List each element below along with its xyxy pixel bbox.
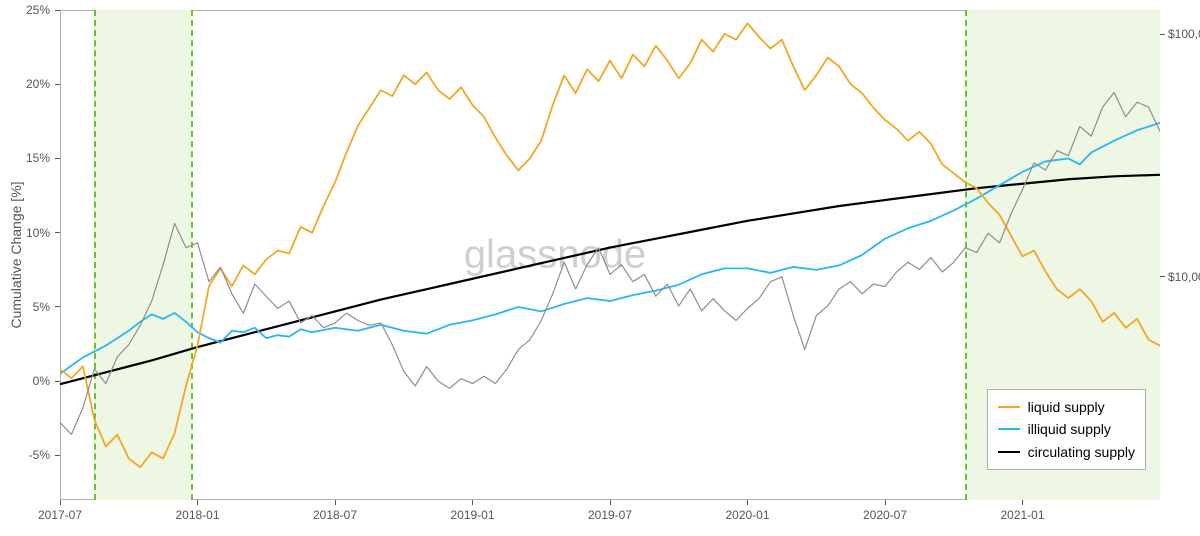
y-left-tick	[55, 158, 60, 159]
x-tick-label: 2017-07	[38, 508, 82, 522]
region-edge	[191, 10, 193, 500]
x-tick-label: 2019-07	[588, 508, 632, 522]
y-right-tick-label: $100,000	[1168, 27, 1200, 41]
x-tick	[335, 500, 336, 505]
x-tick-label: 2020-07	[863, 508, 907, 522]
y-right-tick	[1160, 34, 1165, 35]
x-tick	[1022, 500, 1023, 505]
x-tick-label: 2021-01	[1000, 508, 1044, 522]
shaded-region	[94, 10, 190, 500]
x-tick-label: 2018-01	[175, 508, 219, 522]
y-left-axis-label: Cumulative Change [%]	[8, 181, 24, 328]
legend-item: circulating supply	[998, 441, 1135, 463]
legend-label: liquid supply	[1028, 396, 1105, 418]
x-tick	[197, 500, 198, 505]
y-left-tick-label: 25%	[26, 3, 50, 17]
legend-swatch	[998, 451, 1020, 453]
x-tick	[747, 500, 748, 505]
y-left-tick-label: 15%	[26, 151, 50, 165]
x-tick-label: 2018-07	[313, 508, 357, 522]
legend-item: illiquid supply	[998, 418, 1135, 440]
x-tick-label: 2019-01	[450, 508, 494, 522]
y-left-tick	[55, 381, 60, 382]
region-edge	[965, 10, 967, 500]
y-left-tick	[55, 455, 60, 456]
y-right-tick-label: $10,000	[1168, 270, 1200, 284]
y-right-tick	[1160, 276, 1165, 277]
y-left-tick-label: 20%	[26, 77, 50, 91]
x-tick	[60, 500, 61, 505]
legend-swatch	[998, 406, 1020, 408]
y-left-tick	[55, 306, 60, 307]
y-left-tick-label: 0%	[33, 374, 50, 388]
y-left-tick-label: 10%	[26, 226, 50, 240]
legend: liquid supplyilliquid supplycirculating …	[987, 389, 1146, 470]
legend-label: circulating supply	[1028, 441, 1135, 463]
legend-item: liquid supply	[998, 396, 1135, 418]
region-edge	[94, 10, 96, 500]
x-tick	[885, 500, 886, 505]
y-left-tick-label: 5%	[33, 300, 50, 314]
chart-root: -5% 0% 5% 10% 15% 20% 25% Cumulative Change [%]…	[0, 0, 1200, 536]
y-left-tick	[55, 10, 60, 11]
x-tick	[472, 500, 473, 505]
x-tick-label: 2020-01	[725, 508, 769, 522]
legend-label: illiquid supply	[1028, 418, 1111, 440]
y-left-tick-label: -5%	[29, 448, 50, 462]
y-left-tick	[55, 84, 60, 85]
y-left-tick	[55, 232, 60, 233]
legend-swatch	[998, 428, 1020, 430]
x-tick	[610, 500, 611, 505]
